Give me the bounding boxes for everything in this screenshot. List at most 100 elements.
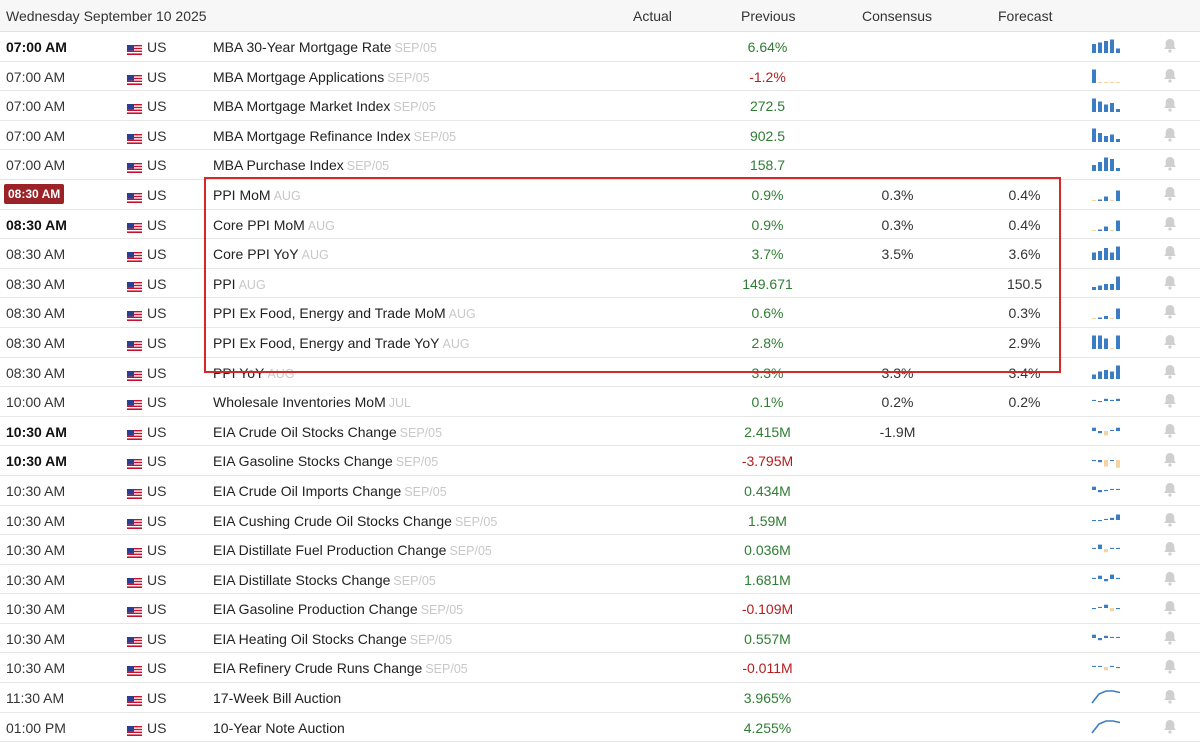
bell-icon[interactable]: [1163, 216, 1177, 231]
event-name-link[interactable]: EIA Refinery Crude Runs Change SEP/05: [213, 660, 468, 676]
event-name-link[interactable]: EIA Distillate Stocks Change SEP/05: [213, 572, 436, 588]
event-name-link[interactable]: MBA 30-Year Mortgage Rate SEP/05: [213, 39, 437, 55]
event-name-link[interactable]: EIA Gasoline Production Change SEP/05: [213, 601, 463, 617]
col-forecast-header[interactable]: Forecast: [998, 8, 1053, 24]
calendar-row[interactable]: 10:30 AM US EIA Refinery Crude Runs Change…: [0, 653, 1200, 684]
calendar-row[interactable]: 07:00 AM US MBA Mortgage Refinance Index SE…: [0, 121, 1200, 151]
event-name-link[interactable]: EIA Heating Oil Stocks Change SEP/05: [213, 631, 452, 647]
sparkline[interactable]: [1090, 37, 1122, 55]
sparkline-chart[interactable]: [1090, 96, 1122, 114]
bell-icon[interactable]: [1163, 571, 1177, 586]
col-previous-header[interactable]: Previous: [741, 8, 796, 24]
sparkline[interactable]: [1090, 570, 1122, 588]
sparkline-chart[interactable]: [1090, 392, 1122, 410]
sparkline-chart[interactable]: [1090, 67, 1122, 85]
sparkline-chart[interactable]: [1090, 570, 1122, 588]
sparkline[interactable]: [1090, 481, 1122, 499]
event-name-link[interactable]: Core PPI MoM AUG: [213, 217, 335, 233]
sparkline[interactable]: [1090, 333, 1122, 351]
sparkline[interactable]: [1090, 540, 1122, 558]
sparkline-chart[interactable]: [1090, 155, 1122, 173]
event-name-link[interactable]: EIA Crude Oil Imports Change SEP/05: [213, 483, 447, 499]
calendar-row[interactable]: 01:00 PM US 10-Year Note Auction 4.255%: [0, 713, 1200, 742]
sparkline[interactable]: [1090, 185, 1122, 203]
event-name-link[interactable]: PPI YoY AUG: [213, 365, 294, 381]
sparkline[interactable]: [1090, 215, 1122, 233]
bell-icon[interactable]: [1163, 275, 1177, 290]
sparkline-chart[interactable]: [1090, 658, 1122, 676]
event-name-link[interactable]: MBA Mortgage Applications SEP/05: [213, 69, 430, 85]
bell-icon[interactable]: [1163, 689, 1177, 704]
event-name-link[interactable]: EIA Distillate Fuel Production Change SEP…: [213, 542, 492, 558]
sparkline-chart[interactable]: [1090, 126, 1122, 144]
bell-icon[interactable]: [1163, 482, 1177, 497]
bell-icon[interactable]: [1163, 659, 1177, 675]
sparkline-chart[interactable]: [1090, 185, 1122, 203]
calendar-row[interactable]: 08:30 AM US PPI MoM AUG 0.9% 0.3% 0.4%: [0, 180, 1200, 210]
sparkline[interactable]: [1090, 303, 1122, 321]
sparkline-chart[interactable]: [1090, 511, 1122, 529]
calendar-row[interactable]: 08:30 AM US Core PPI YoY AUG 3.7% 3.5% 3.6%: [0, 239, 1200, 269]
event-name-link[interactable]: Wholesale Inventories MoM JUL: [213, 394, 411, 410]
event-name-link[interactable]: MBA Mortgage Market Index SEP/05: [213, 98, 436, 114]
sparkline[interactable]: [1090, 451, 1122, 469]
sparkline-chart[interactable]: [1090, 274, 1122, 292]
calendar-row[interactable]: 08:30 AM US PPI Ex Food, Energy and Trade …: [0, 298, 1200, 328]
calendar-row[interactable]: 10:30 AM US EIA Gasoline Stocks Change SEP/…: [0, 446, 1200, 476]
bell-icon[interactable]: [1163, 186, 1177, 201]
calendar-row[interactable]: 08:30 AM US PPI YoY AUG 3.3% 3.3% 3.4%: [0, 358, 1200, 388]
calendar-row[interactable]: 10:30 AM US EIA Distillate Stocks Change SE…: [0, 565, 1200, 595]
event-name-link[interactable]: 10-Year Note Auction: [213, 720, 345, 736]
bell-icon[interactable]: [1163, 364, 1177, 379]
bell-icon[interactable]: [1163, 541, 1177, 556]
calendar-row[interactable]: 10:30 AM US EIA Distillate Fuel Production…: [0, 535, 1200, 565]
sparkline-chart[interactable]: [1090, 37, 1122, 55]
calendar-row[interactable]: 08:30 AM US PPI AUG 149.671 150.5: [0, 269, 1200, 299]
sparkline-chart[interactable]: [1090, 481, 1122, 499]
sparkline[interactable]: [1090, 688, 1122, 706]
sparkline[interactable]: [1090, 599, 1122, 617]
sparkline-chart[interactable]: [1090, 215, 1122, 233]
event-name-link[interactable]: Core PPI YoY AUG: [213, 246, 329, 262]
sparkline-chart[interactable]: [1090, 540, 1122, 558]
sparkline-chart[interactable]: [1090, 718, 1122, 736]
sparkline[interactable]: [1090, 155, 1122, 173]
event-name-link[interactable]: EIA Cushing Crude Oil Stocks Change SEP/0…: [213, 513, 497, 529]
sparkline-chart[interactable]: [1090, 303, 1122, 321]
sparkline[interactable]: [1090, 629, 1122, 647]
calendar-row[interactable]: 10:30 AM US EIA Cushing Crude Oil Stocks C…: [0, 506, 1200, 536]
col-consensus-header[interactable]: Consensus: [862, 8, 933, 24]
calendar-row[interactable]: 10:30 AM US EIA Crude Oil Stocks Change SEP…: [0, 417, 1200, 447]
calendar-row[interactable]: 10:30 AM US EIA Heating Oil Stocks Change S…: [0, 624, 1200, 654]
bell-icon[interactable]: [1163, 97, 1177, 112]
sparkline-chart[interactable]: [1090, 363, 1122, 381]
sparkline[interactable]: [1090, 244, 1122, 262]
calendar-row[interactable]: 08:30 AM US PPI Ex Food, Energy and Trade …: [0, 328, 1200, 358]
sparkline[interactable]: [1090, 363, 1122, 381]
calendar-row[interactable]: 11:30 AM US 17-Week Bill Auction 3.965%: [0, 683, 1200, 713]
bell-icon[interactable]: [1163, 156, 1177, 171]
sparkline[interactable]: [1090, 392, 1122, 410]
sparkline-chart[interactable]: [1090, 451, 1122, 469]
bell-icon[interactable]: [1163, 68, 1177, 83]
bell-icon[interactable]: [1163, 334, 1177, 349]
bell-icon[interactable]: [1163, 600, 1177, 615]
calendar-row[interactable]: 10:00 AM US Wholesale Inventories MoM JUL 0.…: [0, 387, 1200, 417]
calendar-row[interactable]: 07:00 AM US MBA 30-Year Mortgage Rate SEP/0…: [0, 32, 1200, 62]
event-name-link[interactable]: 17-Week Bill Auction: [213, 690, 341, 706]
sparkline-chart[interactable]: [1090, 422, 1122, 440]
sparkline-chart[interactable]: [1090, 688, 1122, 706]
bell-icon[interactable]: [1163, 393, 1177, 408]
calendar-row[interactable]: 10:30 AM US EIA Crude Oil Imports Change SE…: [0, 476, 1200, 506]
event-name-link[interactable]: PPI Ex Food, Energy and Trade YoY AUG: [213, 335, 470, 351]
sparkline[interactable]: [1090, 422, 1122, 440]
bell-icon[interactable]: [1163, 245, 1177, 260]
calendar-row[interactable]: 07:00 AM US MBA Mortgage Applications SEP/0…: [0, 62, 1200, 92]
calendar-row[interactable]: 08:30 AM US Core PPI MoM AUG 0.9% 0.3% 0.4%: [0, 210, 1200, 240]
bell-icon[interactable]: [1163, 512, 1177, 527]
sparkline[interactable]: [1090, 126, 1122, 144]
sparkline-chart[interactable]: [1090, 244, 1122, 262]
calendar-row[interactable]: 07:00 AM US MBA Purchase Index SEP/05 158.7: [0, 150, 1200, 180]
event-name-link[interactable]: PPI AUG: [213, 276, 266, 292]
calendar-row[interactable]: 07:00 AM US MBA Mortgage Market Index SEP/0…: [0, 91, 1200, 121]
